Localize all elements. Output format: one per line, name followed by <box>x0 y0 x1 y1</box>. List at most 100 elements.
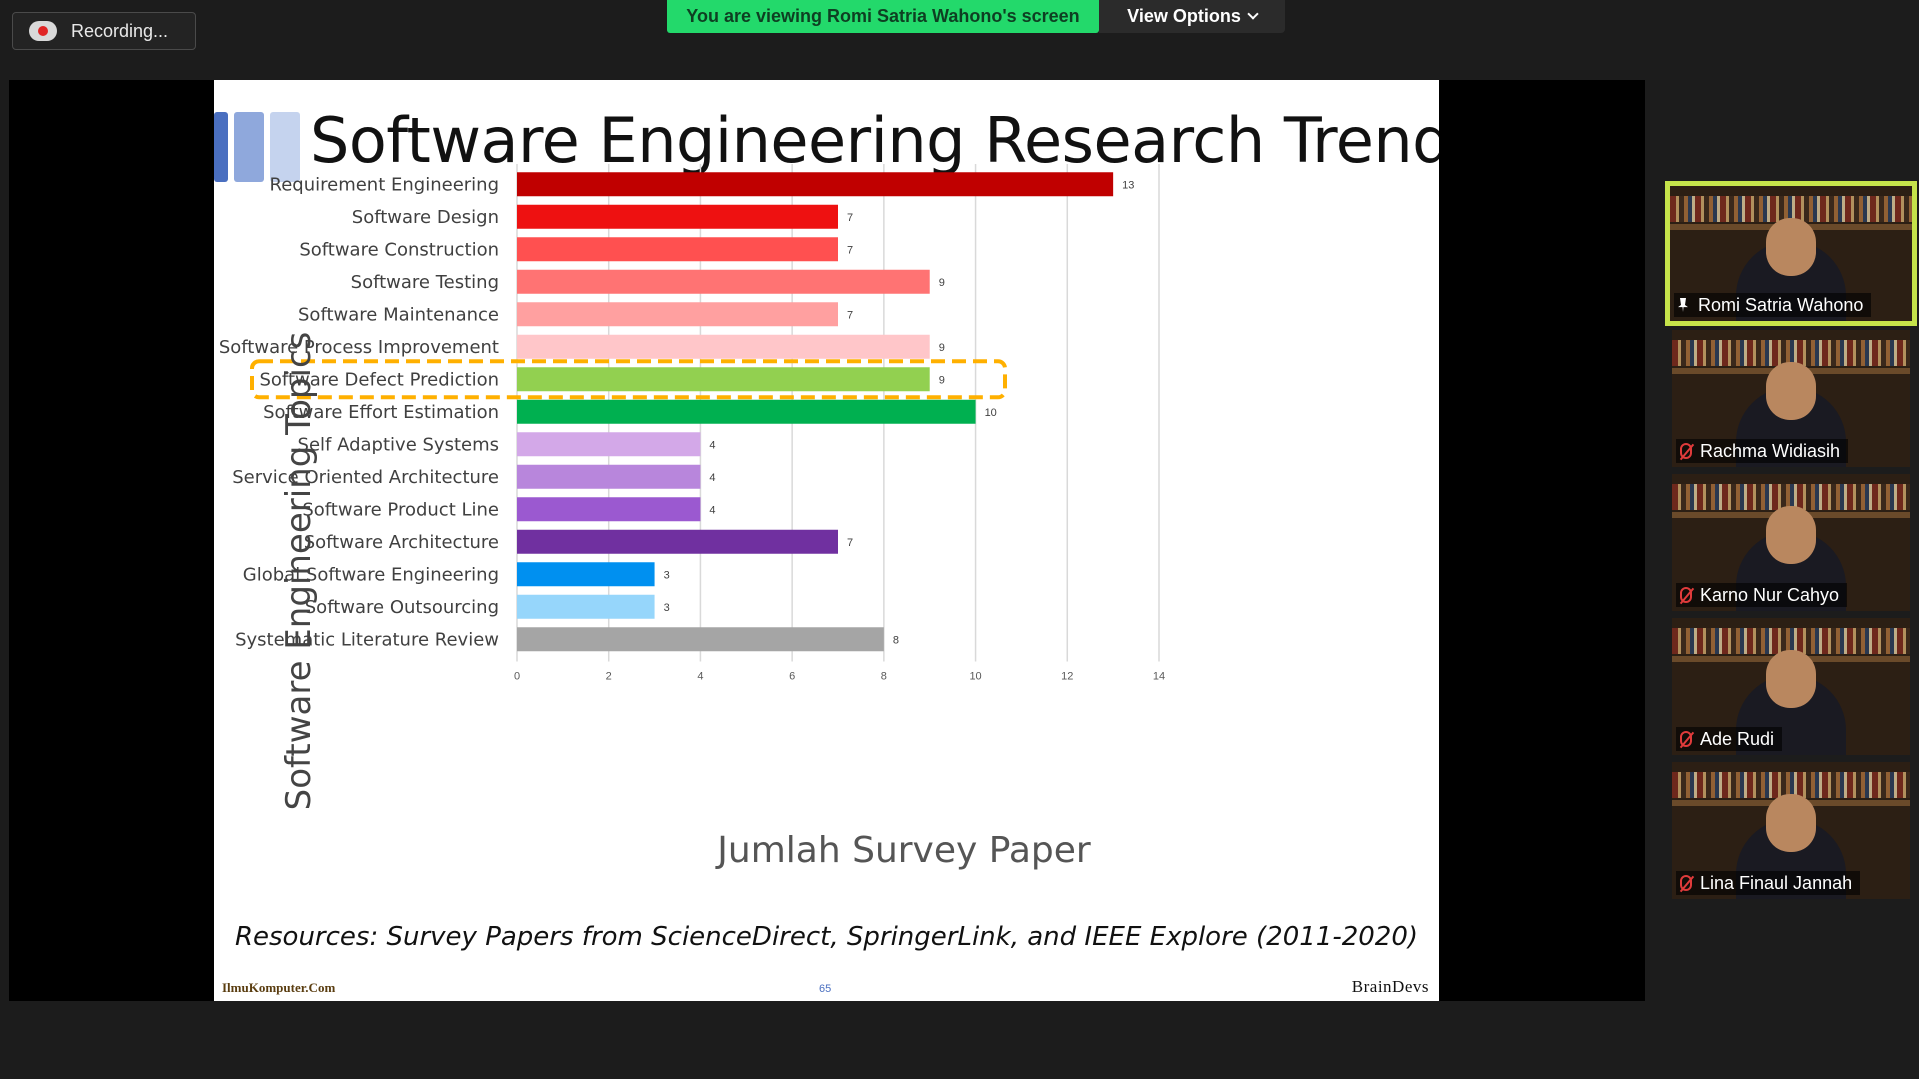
data-label: 9 <box>939 374 945 386</box>
category-label: Software Construction <box>299 239 499 260</box>
category-label: Software Architecture <box>304 532 499 553</box>
title-decoration-bar <box>234 112 264 182</box>
data-label: 9 <box>939 277 945 289</box>
participant-name-label: Karno Nur Cahyo <box>1676 583 1848 607</box>
participant-tile[interactable]: Ade Rudi <box>1672 618 1910 755</box>
category-label: Software Testing <box>351 272 499 293</box>
mic-muted-icon <box>1680 875 1692 891</box>
participant-video <box>1766 794 1816 852</box>
data-label: 4 <box>709 439 715 451</box>
bar-chart: 0 2 4 6 8 10 12 14 Requirement Engineering 13 Soft… <box>219 164 1165 683</box>
x-tick-label: 4 <box>697 671 703 683</box>
data-label: 7 <box>847 244 853 256</box>
video-background <box>1672 340 1910 366</box>
presentation-slide: Software Engineering Research Trends 0 2 4… <box>214 80 1439 1001</box>
video-background <box>1670 196 1912 222</box>
resources-caption: Resources: Survey Papers from ScienceDir… <box>234 922 1419 952</box>
category-label: Software Maintenance <box>298 304 499 325</box>
recording-label: Recording... <box>71 20 169 41</box>
x-tick-label: 10 <box>969 671 981 683</box>
title-decoration-bar <box>214 112 228 182</box>
chevron-down-icon <box>1247 8 1259 20</box>
recording-indicator[interactable]: Recording... <box>12 12 196 50</box>
bar <box>517 432 701 457</box>
x-tick-label: 0 <box>514 671 520 683</box>
view-options-label: View Options <box>1127 6 1241 26</box>
slide-title: Software Engineering Research Trends <box>310 104 1439 177</box>
participant-tile[interactable]: Lina Finaul Jannah <box>1672 762 1910 899</box>
bar <box>517 594 655 619</box>
video-background <box>1672 772 1910 798</box>
bar <box>517 172 1114 197</box>
participant-name: Karno Nur Cahyo <box>1700 584 1840 605</box>
video-background <box>1672 484 1910 510</box>
mic-muted-icon <box>1680 443 1692 459</box>
participant-tile[interactable]: Karno Nur Cahyo <box>1672 474 1910 611</box>
participant-tile[interactable]: Romi Satria Wahono <box>1665 181 1917 326</box>
bar <box>517 562 655 587</box>
footer-logo-right: BrainDevs <box>1351 977 1429 996</box>
slide-page-number: 65 <box>819 983 832 995</box>
category-label: Software Outsourcing <box>305 597 499 618</box>
video-background <box>1672 628 1910 654</box>
x-tick-label: 14 <box>1153 671 1165 683</box>
category-label: Software Design <box>352 207 499 228</box>
data-label: 7 <box>847 309 853 321</box>
title-decoration-bar <box>270 112 300 182</box>
bar <box>517 237 838 262</box>
y-axis-title: Software Engineering Topics <box>279 331 319 811</box>
x-tick-label: 8 <box>881 671 887 683</box>
participant-tile[interactable]: Rachma Widiasih <box>1672 330 1910 467</box>
data-label: 7 <box>847 537 853 549</box>
bar <box>517 334 930 359</box>
x-axis-title: Jumlah Survey Paper <box>717 830 1091 871</box>
category-label: Software Product Line <box>302 499 499 520</box>
bar <box>517 399 976 424</box>
bar <box>517 464 701 489</box>
viewing-screen-banner: You are viewing Romi Satria Wahono's scr… <box>667 0 1099 33</box>
bar <box>517 529 838 554</box>
category-label: Service Oriented Architecture <box>232 467 499 488</box>
category-label: Self Adaptive Systems <box>298 434 499 455</box>
participant-name: Rachma Widiasih <box>1700 440 1841 461</box>
category-label: Software Defect Prediction <box>259 369 499 390</box>
category-label: Software Process Improvement <box>219 337 499 358</box>
participant-name-label: Lina Finaul Jannah <box>1676 871 1861 895</box>
data-label: 9 <box>939 342 945 354</box>
participant-name-label: Romi Satria Wahono <box>1674 293 1872 317</box>
footer-logo-left: IlmuKomputer.Com <box>222 980 336 995</box>
data-label: 4 <box>709 472 715 484</box>
category-label: Systematic Literature Review <box>235 629 499 650</box>
data-label: 13 <box>1122 179 1134 191</box>
highlight-box <box>250 359 1007 400</box>
x-tick-label: 2 <box>606 671 612 683</box>
bar <box>517 269 930 294</box>
x-tick-label: 12 <box>1061 671 1073 683</box>
bar <box>517 367 930 392</box>
participant-name-label: Rachma Widiasih <box>1676 439 1849 463</box>
data-label: 3 <box>664 602 670 614</box>
participant-video <box>1766 362 1816 420</box>
data-label: 3 <box>664 569 670 581</box>
category-label: Requirement Engineering <box>270 174 499 195</box>
mic-muted-icon <box>1680 731 1692 747</box>
x-tick-label: 6 <box>789 671 795 683</box>
participant-video <box>1766 218 1816 276</box>
bar <box>517 204 838 229</box>
bar <box>517 302 838 327</box>
category-label: Global Software Engineering <box>243 564 499 585</box>
record-icon <box>29 21 57 41</box>
participant-video <box>1766 650 1816 708</box>
bar <box>517 497 701 522</box>
participant-name: Ade Rudi <box>1700 728 1775 749</box>
pin-icon <box>1678 298 1688 312</box>
participant-name: Lina Finaul Jannah <box>1700 872 1853 893</box>
data-label: 10 <box>985 407 997 419</box>
participant-video <box>1766 506 1816 564</box>
view-options-button[interactable]: View Options <box>1099 0 1285 33</box>
category-label: Software Effort Estimation <box>263 402 499 423</box>
data-label: 7 <box>847 212 853 224</box>
bar <box>517 627 884 652</box>
participant-name: Romi Satria Wahono <box>1698 294 1864 315</box>
